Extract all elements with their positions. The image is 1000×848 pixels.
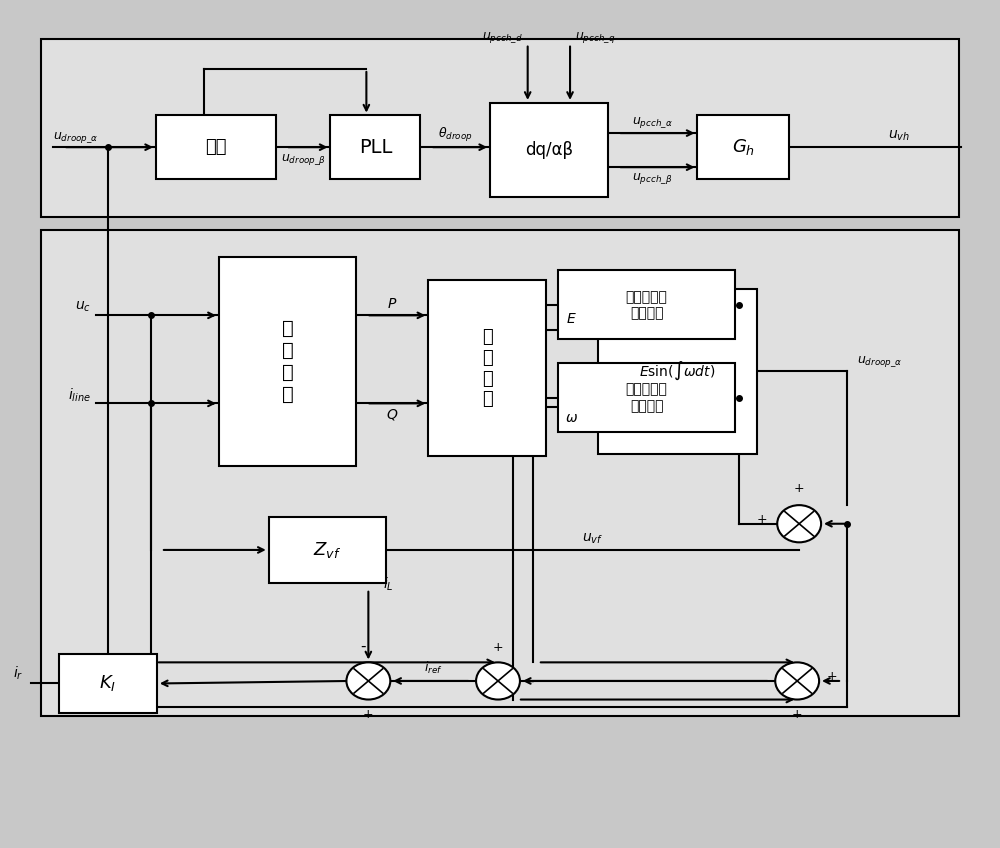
Bar (330, 115, 420, 179)
Text: $i_r$: $i_r$ (13, 665, 23, 682)
Text: $i_L$: $i_L$ (383, 576, 394, 594)
Bar (219, 257, 356, 466)
Bar (490, 103, 608, 198)
Text: $K_I$: $K_I$ (99, 673, 117, 694)
Text: $u_{droop\_\beta}$: $u_{droop\_\beta}$ (281, 153, 326, 167)
Text: 第一准比例
谐振控制: 第一准比例 谐振控制 (626, 290, 668, 320)
Text: dq/αβ: dq/αβ (525, 141, 573, 159)
Text: $Z_{vf}$: $Z_{vf}$ (313, 540, 342, 560)
Text: +: + (794, 482, 804, 495)
Circle shape (775, 662, 819, 700)
Text: $P$: $P$ (387, 298, 397, 311)
Text: $u_{pcch\_q}$: $u_{pcch\_q}$ (575, 31, 615, 45)
Text: -: - (528, 673, 533, 689)
Text: +: + (757, 513, 767, 526)
Text: -: - (361, 639, 366, 654)
Text: $u_{vh}$: $u_{vh}$ (888, 128, 910, 142)
Text: 功
率
计
算: 功 率 计 算 (282, 319, 293, 404)
Text: 第二准比例
谐振控制: 第二准比例 谐振控制 (626, 382, 668, 413)
Text: 下
垂
控
制: 下 垂 控 制 (482, 328, 492, 409)
Bar (697, 115, 789, 179)
Text: +: + (363, 708, 374, 721)
Text: $u_c$: $u_c$ (75, 299, 91, 314)
Bar (558, 271, 735, 339)
Text: $\theta_{droop}$: $\theta_{droop}$ (438, 126, 472, 144)
Bar (598, 289, 757, 454)
Text: -: - (829, 516, 835, 531)
Text: $\omega$: $\omega$ (565, 411, 578, 425)
Bar (41, 230, 959, 716)
Text: $u_{pcch\_d}$: $u_{pcch\_d}$ (482, 31, 523, 45)
Text: $i_{ref}$: $i_{ref}$ (424, 661, 443, 677)
Text: $u_{vf}$: $u_{vf}$ (582, 532, 603, 546)
Circle shape (777, 505, 821, 543)
Text: $u_{droop\_\alpha}$: $u_{droop\_\alpha}$ (857, 354, 902, 369)
Text: +: + (792, 708, 802, 721)
Text: $u_{droop\_\alpha}$: $u_{droop\_\alpha}$ (53, 131, 99, 145)
Text: PLL: PLL (359, 137, 392, 157)
Bar (428, 281, 546, 456)
Bar (558, 363, 735, 432)
Text: +: + (493, 641, 503, 654)
Text: $u_{pcch\_\beta}$: $u_{pcch\_\beta}$ (632, 170, 673, 186)
Bar (269, 517, 386, 583)
Bar (156, 115, 276, 179)
Text: $u_{pcch\_\alpha}$: $u_{pcch\_\alpha}$ (632, 114, 673, 130)
Text: $E\sin(\int\omega dt)$: $E\sin(\int\omega dt)$ (639, 360, 716, 382)
Text: +: + (827, 670, 838, 683)
Text: $i_{line}$: $i_{line}$ (68, 386, 91, 404)
Text: $E$: $E$ (566, 311, 577, 326)
Text: $G_h$: $G_h$ (732, 137, 755, 157)
Circle shape (346, 662, 390, 700)
Circle shape (476, 662, 520, 700)
Bar (41, 39, 959, 217)
Text: 延时: 延时 (205, 138, 227, 156)
Text: $Q$: $Q$ (386, 407, 398, 421)
Bar (59, 654, 157, 713)
